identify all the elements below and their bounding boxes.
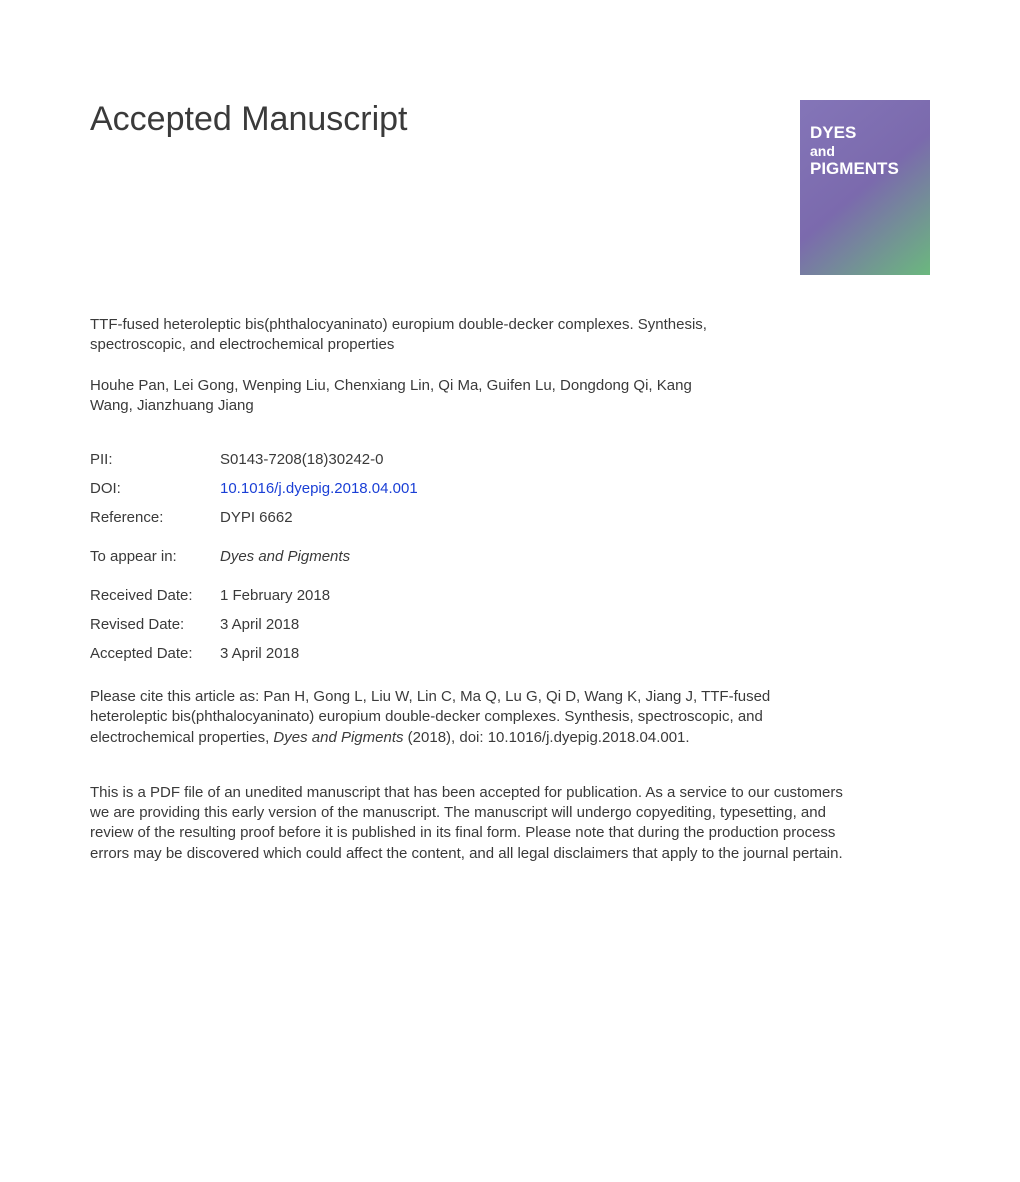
header-section: Accepted Manuscript DYES and PIGMENTS xyxy=(90,100,930,275)
cover-line2: and xyxy=(810,144,899,159)
meta-value-received: 1 February 2018 xyxy=(220,587,330,604)
meta-label-toappear: To appear in: xyxy=(90,548,220,565)
meta-row-accepted: Accepted Date: 3 April 2018 xyxy=(90,645,930,662)
citation-text: Please cite this article as: Pan H, Gong… xyxy=(90,687,850,748)
citation-suffix: (2018), doi: 10.1016/j.dyepig.2018.04.00… xyxy=(404,729,690,746)
article-title: TTF-fused heteroleptic bis(phthalocyanin… xyxy=(90,315,730,356)
doi-link[interactable]: 10.1016/j.dyepig.2018.04.001 xyxy=(220,480,418,497)
page-title: Accepted Manuscript xyxy=(90,100,408,139)
meta-row-received: Received Date: 1 February 2018 xyxy=(90,587,930,604)
meta-label-doi: DOI: xyxy=(90,480,220,497)
meta-value-revised: 3 April 2018 xyxy=(220,616,299,633)
article-authors: Houhe Pan, Lei Gong, Wenping Liu, Chenxi… xyxy=(90,376,730,417)
meta-row-doi: DOI: 10.1016/j.dyepig.2018.04.001 xyxy=(90,480,930,497)
meta-label-revised: Revised Date: xyxy=(90,616,220,633)
disclaimer-text: This is a PDF file of an unedited manusc… xyxy=(90,783,850,864)
metadata-table: PII: S0143-7208(18)30242-0 DOI: 10.1016/… xyxy=(90,451,930,662)
cover-line3: PIGMENTS xyxy=(810,160,899,179)
meta-label-accepted: Accepted Date: xyxy=(90,645,220,662)
journal-cover-thumbnail: DYES and PIGMENTS xyxy=(800,100,930,275)
meta-row-reference: Reference: DYPI 6662 xyxy=(90,509,930,526)
meta-label-pii: PII: xyxy=(90,451,220,468)
meta-value-accepted: 3 April 2018 xyxy=(220,645,299,662)
citation-journal: Dyes and Pigments xyxy=(273,729,403,746)
meta-label-reference: Reference: xyxy=(90,509,220,526)
meta-row-pii: PII: S0143-7208(18)30242-0 xyxy=(90,451,930,468)
journal-cover-title: DYES and PIGMENTS xyxy=(810,124,899,179)
meta-value-toappear: Dyes and Pigments xyxy=(220,548,350,565)
meta-value-pii: S0143-7208(18)30242-0 xyxy=(220,451,383,468)
meta-row-revised: Revised Date: 3 April 2018 xyxy=(90,616,930,633)
cover-line1: DYES xyxy=(810,124,899,143)
meta-row-toappear: To appear in: Dyes and Pigments xyxy=(90,548,930,565)
meta-value-reference: DYPI 6662 xyxy=(220,509,293,526)
meta-label-received: Received Date: xyxy=(90,587,220,604)
